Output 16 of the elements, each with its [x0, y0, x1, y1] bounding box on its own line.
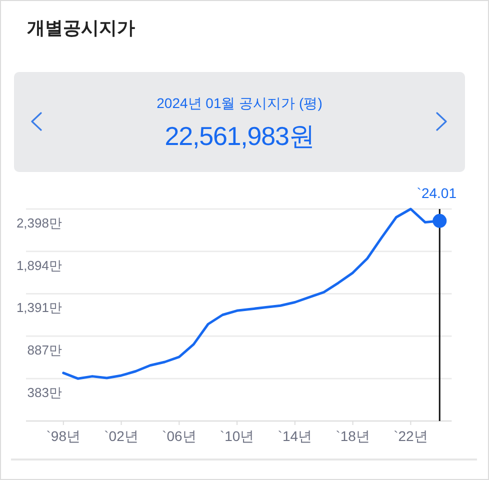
- x-tick-label: `06년: [162, 428, 196, 444]
- annotation: 22,561,983원: [164, 121, 314, 151]
- chart-subtitle: 2024년 01월 공시지가 (평): [156, 95, 322, 111]
- x-tick-label: `02년: [104, 428, 138, 444]
- y-tick-label: 383만: [27, 385, 62, 400]
- ref-line-label: `24.01: [416, 185, 456, 201]
- y-tick-label: 887만: [27, 342, 62, 358]
- y-tick-label: 2,398만: [16, 216, 62, 230]
- x-tick-label: `22년: [394, 428, 428, 444]
- chart-title: 개별공시지가: [27, 18, 135, 38]
- x-tick-label: `10년: [220, 428, 254, 444]
- x-tick-label: `98년: [46, 428, 80, 444]
- y-tick-label: 1,894만: [16, 258, 62, 273]
- x-tick-label: `18년: [336, 428, 370, 444]
- x-tick-label: `14년: [278, 428, 312, 444]
- y-tick-label: 1,391만: [16, 300, 62, 316]
